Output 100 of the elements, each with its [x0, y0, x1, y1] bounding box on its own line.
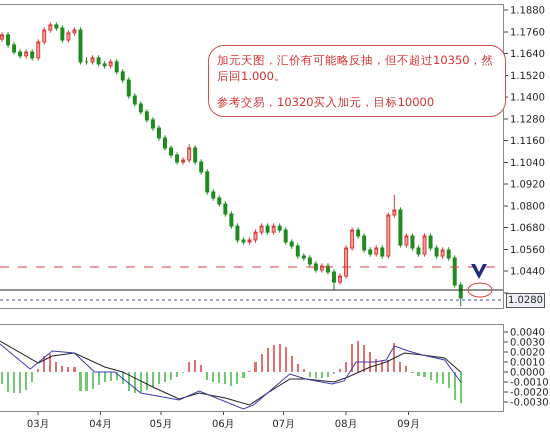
candlestick: [380, 244, 384, 260]
bar: [104, 372, 106, 382]
candlestick: [150, 116, 155, 132]
candlestick: [404, 232, 408, 248]
bar: [164, 372, 166, 382]
y-tick-label: -0.0020: [510, 388, 549, 398]
bar: [273, 345, 275, 372]
candlestick: [114, 58, 119, 76]
candlestick: [223, 200, 228, 218]
bar: [327, 372, 329, 377]
x-tick-label: 06月: [212, 419, 235, 430]
bar: [436, 372, 438, 383]
bar: [363, 345, 365, 372]
bar: [423, 372, 426, 377]
candlestick: [350, 226, 354, 252]
y-tick-label: -0.0010: [510, 378, 549, 388]
x-tick-label: 05月: [150, 419, 172, 430]
candlestick: [362, 232, 366, 254]
candlestick: [302, 252, 306, 262]
bar: [1, 372, 3, 384]
bar: [321, 372, 323, 378]
y-tick-label: 1.0440: [510, 266, 545, 278]
y-tick-label: 1.1040: [510, 158, 545, 169]
candlestick: [392, 194, 396, 218]
bar: [339, 369, 341, 372]
bar: [25, 372, 27, 390]
candlestick: [338, 272, 342, 286]
y-tick-label: 1.1640: [510, 49, 545, 60]
candlestick: [284, 226, 288, 246]
ref-line-label: 1.0280: [508, 295, 543, 306]
bar: [315, 372, 317, 378]
bar: [430, 372, 432, 380]
candlestick: [138, 100, 143, 116]
candlestick: [422, 232, 427, 258]
bar: [442, 372, 444, 384]
candlestick: [434, 244, 439, 260]
candlestick: [254, 228, 258, 244]
y-tick-label: 1.1160: [510, 136, 545, 148]
bar: [19, 372, 21, 393]
bar: [55, 362, 57, 372]
candlestick: [187, 144, 192, 164]
bar: [405, 366, 407, 372]
bar: [454, 372, 456, 400]
candlestick: [272, 222, 276, 236]
bar: [309, 372, 311, 377]
candlestick: [54, 22, 58, 32]
bar: [285, 347, 287, 372]
bar: [98, 372, 100, 385]
candlestick: [156, 124, 161, 142]
y-tick-label: 0.0020: [510, 348, 545, 358]
candlestick: [72, 26, 76, 36]
candlestick: [108, 58, 113, 70]
candlestick: [211, 188, 216, 202]
candlestick: [290, 238, 294, 250]
y-tick-label: 1.0560: [510, 244, 545, 256]
bar: [351, 344, 353, 372]
candlestick: [229, 210, 234, 230]
bar: [291, 356, 293, 372]
candlestick: [356, 226, 360, 240]
candlestick: [169, 144, 173, 158]
bar: [146, 372, 148, 390]
candlestick: [446, 246, 451, 262]
candlestick: [163, 134, 167, 152]
candlestick: [440, 246, 445, 260]
x-tick-label: 09月: [397, 419, 420, 430]
bar: [188, 362, 190, 372]
candlestick: [60, 24, 64, 44]
bar: [7, 372, 9, 392]
candlestick: [144, 108, 149, 124]
candlestick: [241, 236, 246, 246]
bar: [297, 364, 299, 372]
bar: [230, 372, 232, 386]
bar: [31, 372, 33, 382]
bar: [67, 367, 69, 372]
annotation: 参考交易，10320买入加元，目标10000: [217, 94, 436, 110]
candlestick: [248, 236, 252, 246]
bar: [206, 372, 208, 380]
candlestick: [410, 232, 414, 252]
bar: [73, 367, 76, 372]
bar: [61, 366, 63, 372]
candlestick: [332, 268, 336, 291]
candlestick: [452, 254, 457, 288]
bar: [224, 372, 226, 384]
y-tick-label: 1.1880: [510, 6, 545, 17]
candlestick: [102, 60, 107, 70]
y-tick-label: 1.1400: [510, 92, 545, 104]
x-tick-label: 04月: [89, 419, 112, 430]
bar: [176, 372, 178, 377]
bar: [170, 372, 172, 380]
candlestick: [0, 32, 4, 42]
bar: [158, 372, 160, 384]
candlestick: [48, 22, 52, 34]
bar: [417, 372, 420, 376]
y-tick-label: 1.0680: [510, 223, 545, 234]
candlestick: [96, 54, 101, 68]
candlestick: [42, 26, 46, 46]
bar: [92, 372, 94, 389]
y-tick-label: 0.0030: [510, 338, 545, 348]
y-tick-label: 1.0920: [510, 180, 545, 191]
candlestick: [386, 212, 390, 260]
